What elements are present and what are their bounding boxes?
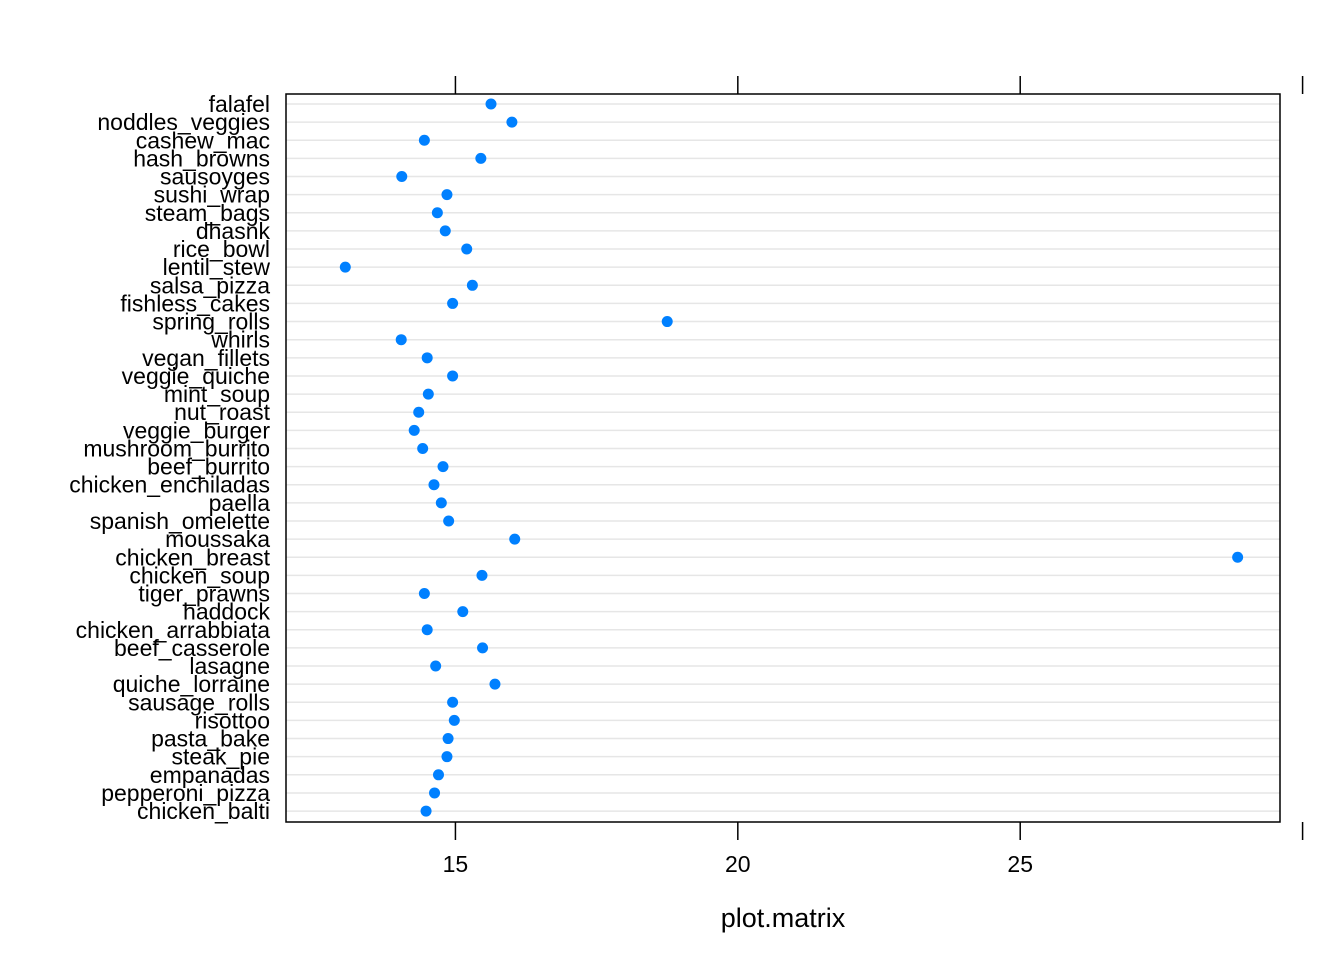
category-label: nut_roast: [174, 399, 271, 425]
data-point: [509, 533, 521, 545]
data-point: [466, 279, 478, 291]
category-label: mint_soup: [164, 381, 270, 407]
data-point: [476, 569, 488, 581]
data-point: [417, 442, 429, 454]
x-tick-label: 20: [725, 851, 751, 877]
category-label: fishless_cakes: [120, 290, 270, 316]
x-tick-labels: 15 20 25: [443, 851, 1033, 877]
data-point: [339, 261, 351, 273]
category-label: lentil_stew: [163, 254, 271, 280]
category-label: steak_pie: [172, 744, 270, 770]
category-label: empanadas: [150, 762, 270, 788]
data-point: [421, 352, 433, 364]
category-label: paella: [209, 490, 271, 516]
category-label: steam_bags: [145, 200, 270, 226]
category-label: dhasnk: [196, 218, 271, 244]
category-label: sushi_wrap: [154, 182, 270, 208]
category-label: chicken_breast: [115, 544, 270, 570]
data-point: [396, 171, 408, 183]
category-label: vegan_fillets: [142, 345, 270, 371]
x-tick-label: 25: [1007, 851, 1033, 877]
x-tick-label: 15: [443, 851, 469, 877]
category-label: lasagne: [189, 653, 270, 679]
data-point: [413, 406, 425, 418]
x-axis-title: plot.matrix: [721, 903, 846, 933]
category-label: quiche_lorraine: [113, 671, 270, 697]
data-point: [443, 515, 455, 527]
data-points: [339, 98, 1244, 817]
category-label: chicken_arrabbiata: [76, 617, 271, 643]
data-point: [428, 479, 440, 491]
data-point: [447, 370, 459, 382]
category-label: salsa_pizza: [150, 272, 270, 298]
category-label: whirls: [210, 327, 270, 353]
data-point: [461, 243, 473, 255]
category-label: cashew_mac: [136, 127, 270, 153]
plot-panel-border: [285, 93, 1281, 823]
data-point: [457, 606, 469, 618]
data-point: [437, 461, 449, 473]
data-point: [489, 678, 501, 690]
category-label: sausage_rolls: [128, 689, 270, 715]
data-point: [485, 98, 497, 110]
category-label: veggie_quiche: [122, 363, 270, 389]
category-label: veggie_burger: [123, 417, 270, 443]
data-point: [447, 297, 459, 309]
category-label: moussaka: [165, 526, 270, 552]
category-label: spanish_omelette: [90, 508, 270, 534]
category-label: rice_bowl: [173, 236, 270, 262]
category-label: falafel: [209, 91, 270, 117]
category-label: risottoo: [195, 707, 270, 733]
top-axis-ticks: [454, 76, 1304, 94]
data-point: [421, 624, 433, 636]
category-label: chicken_enchiladas: [69, 472, 270, 498]
data-point: [418, 588, 430, 600]
data-point: [395, 334, 407, 346]
category-label: hash_browns: [133, 145, 270, 171]
data-point: [435, 497, 447, 509]
data-point: [447, 696, 459, 708]
data-point: [430, 660, 442, 672]
data-point: [1232, 551, 1244, 563]
bottom-axis-ticks: [454, 822, 1304, 840]
category-label: beef_burrito: [147, 454, 270, 480]
data-point: [432, 769, 444, 781]
data-point: [661, 316, 673, 328]
data-point: [475, 152, 487, 164]
data-point: [439, 225, 451, 237]
data-point: [477, 642, 489, 654]
category-label: pasta_bake: [151, 726, 270, 752]
data-point: [441, 189, 453, 201]
category-label: noddles_veggies: [97, 109, 270, 135]
category-label: mushroom_burrito: [83, 435, 270, 461]
category-label: sausoyges: [160, 164, 270, 190]
data-point: [448, 714, 460, 726]
category-label: pepperoni_pizza: [101, 780, 270, 806]
category-label: chicken_soup: [129, 562, 270, 588]
data-point: [506, 116, 518, 128]
y-category-labels: falafelnoddles_veggiescashew_machash_bro…: [69, 91, 270, 824]
data-point: [431, 207, 443, 219]
category-label: tiger_prawns: [138, 581, 270, 607]
data-point: [422, 388, 434, 400]
category-label: beef_casserole: [114, 635, 270, 661]
category-label: spring_rolls: [152, 309, 270, 335]
category-label: haddock: [183, 599, 270, 625]
data-point: [418, 134, 430, 146]
data-point: [408, 424, 420, 436]
data-point: [442, 733, 454, 745]
data-point: [441, 751, 453, 763]
data-point: [429, 787, 441, 799]
data-point: [420, 805, 432, 817]
category-label: chicken_balti: [137, 798, 270, 824]
